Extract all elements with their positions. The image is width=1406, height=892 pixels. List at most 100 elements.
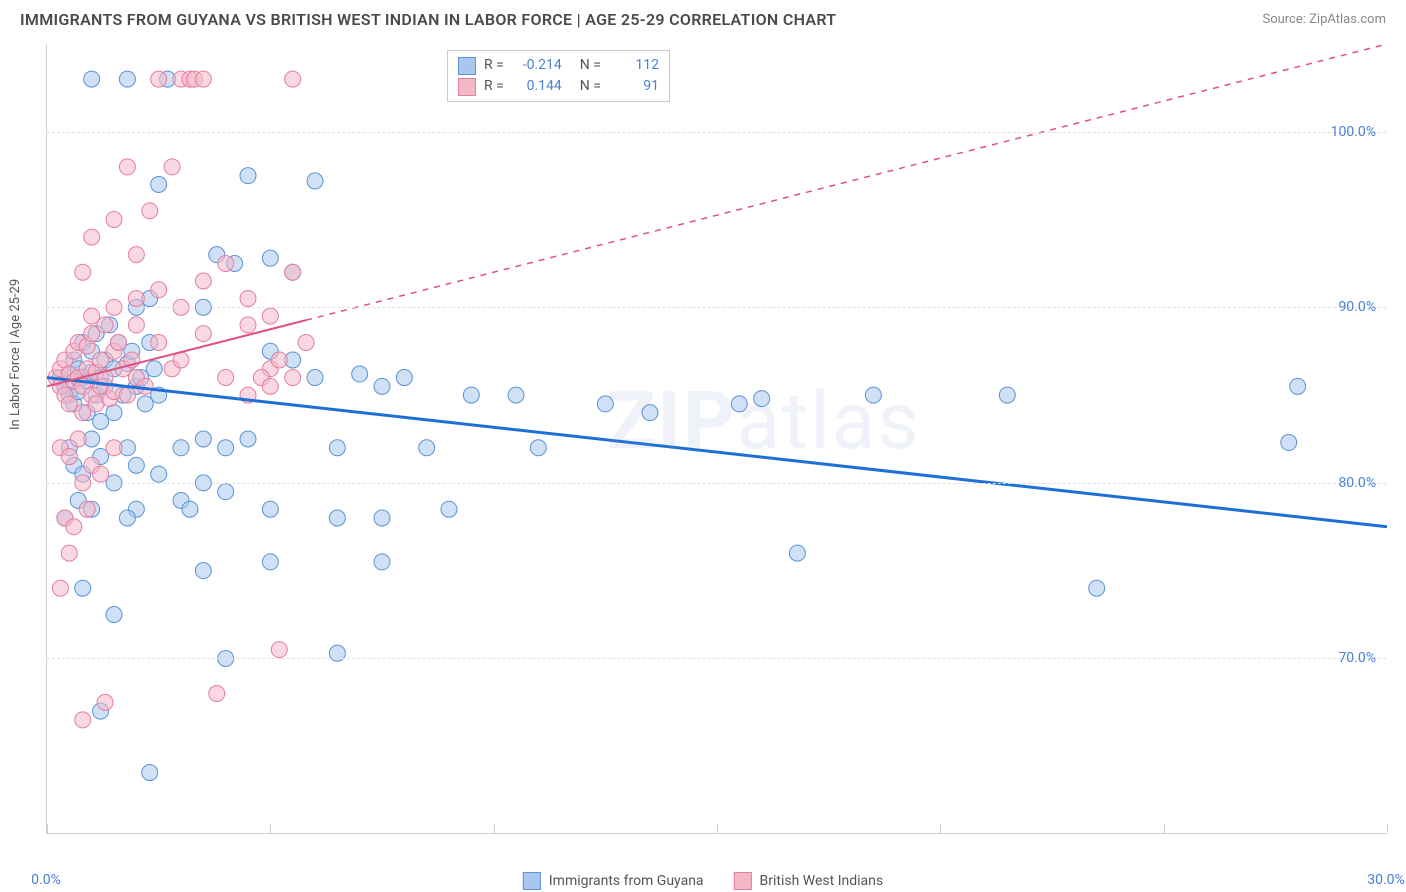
data-point	[240, 317, 256, 333]
data-point	[374, 378, 390, 394]
x-tick-mark	[270, 824, 271, 834]
data-point	[262, 250, 278, 266]
data-point	[75, 264, 91, 280]
y-tick-label: 70.0%	[1338, 650, 1376, 666]
data-point	[285, 71, 301, 87]
data-point	[84, 229, 100, 245]
legend-swatch	[523, 872, 541, 890]
data-point	[218, 484, 234, 500]
data-point	[754, 391, 770, 407]
data-point	[195, 326, 211, 342]
data-point	[119, 510, 135, 526]
x-tick-mark	[940, 824, 941, 834]
data-point	[463, 387, 479, 403]
y-tick-label: 90.0%	[1338, 299, 1376, 315]
data-point	[79, 501, 95, 517]
data-point	[84, 308, 100, 324]
data-point	[307, 173, 323, 189]
series-swatch	[458, 57, 476, 75]
data-point	[642, 405, 658, 421]
data-point	[298, 334, 314, 350]
stat-n-label: N =	[580, 76, 601, 97]
gridline	[47, 132, 1386, 133]
data-point	[146, 361, 162, 377]
data-point	[61, 545, 77, 561]
data-point	[218, 255, 234, 271]
trend-line	[47, 378, 1387, 527]
data-point	[84, 71, 100, 87]
stats-row: R =-0.214N =112	[458, 55, 659, 76]
data-point	[128, 317, 144, 333]
data-point	[128, 291, 144, 307]
gridline	[47, 307, 1386, 308]
data-point	[128, 247, 144, 263]
data-point	[106, 405, 122, 421]
data-point	[195, 431, 211, 447]
data-point	[262, 554, 278, 570]
y-axis-label: In Labor Force | Age 25-29	[8, 279, 23, 430]
x-tick-mark	[47, 824, 48, 834]
stats-row: R =0.144N =91	[458, 76, 659, 97]
data-point	[75, 712, 91, 728]
data-point	[151, 466, 167, 482]
x-tick-mark	[1387, 824, 1388, 834]
y-tick-label: 100.0%	[1331, 124, 1376, 140]
x-tick-label: 30.0%	[1367, 872, 1405, 888]
data-point	[731, 396, 747, 412]
data-point	[110, 334, 126, 350]
data-point	[329, 510, 345, 526]
data-point	[182, 501, 198, 517]
data-point	[70, 431, 86, 447]
data-point	[119, 71, 135, 87]
stat-n-value: 91	[609, 76, 659, 97]
data-point	[195, 563, 211, 579]
data-point	[1290, 378, 1306, 394]
data-point	[374, 554, 390, 570]
series-swatch	[458, 78, 476, 96]
legend-swatch	[734, 872, 752, 890]
data-point	[307, 370, 323, 386]
data-point	[419, 440, 435, 456]
data-point	[151, 71, 167, 87]
data-point	[119, 159, 135, 175]
plot-area: ZIPatlas R =-0.214N =112R =0.144N =91 70…	[46, 44, 1386, 834]
data-point	[240, 431, 256, 447]
data-point	[441, 501, 457, 517]
data-point	[262, 501, 278, 517]
data-point	[119, 387, 135, 403]
data-point	[329, 440, 345, 456]
data-point	[271, 352, 287, 368]
data-point	[164, 159, 180, 175]
x-tick-mark	[494, 824, 495, 834]
data-point	[195, 273, 211, 289]
legend-item: British West Indians	[734, 872, 884, 890]
data-point	[142, 765, 158, 781]
data-point	[352, 366, 368, 382]
data-point	[999, 387, 1015, 403]
data-point	[240, 168, 256, 184]
data-point	[173, 440, 189, 456]
data-point	[151, 176, 167, 192]
data-point	[97, 694, 113, 710]
data-point	[262, 378, 278, 394]
data-point	[61, 449, 77, 465]
data-point	[195, 71, 211, 87]
y-tick-label: 80.0%	[1338, 475, 1376, 491]
data-point	[597, 396, 613, 412]
data-point	[218, 440, 234, 456]
stat-r-label: R =	[484, 76, 504, 97]
data-point	[1281, 435, 1297, 451]
data-point	[137, 378, 153, 394]
data-point	[285, 264, 301, 280]
data-point	[142, 203, 158, 219]
gridline	[47, 483, 1386, 484]
data-point	[285, 370, 301, 386]
data-point	[106, 212, 122, 228]
data-point	[209, 686, 225, 702]
stat-n-label: N =	[580, 55, 601, 76]
data-point	[1089, 580, 1105, 596]
scatter-plot-svg	[47, 44, 1386, 833]
data-point	[106, 440, 122, 456]
stat-r-value: -0.214	[512, 55, 562, 76]
correlation-stats-box: R =-0.214N =112R =0.144N =91	[447, 50, 670, 102]
